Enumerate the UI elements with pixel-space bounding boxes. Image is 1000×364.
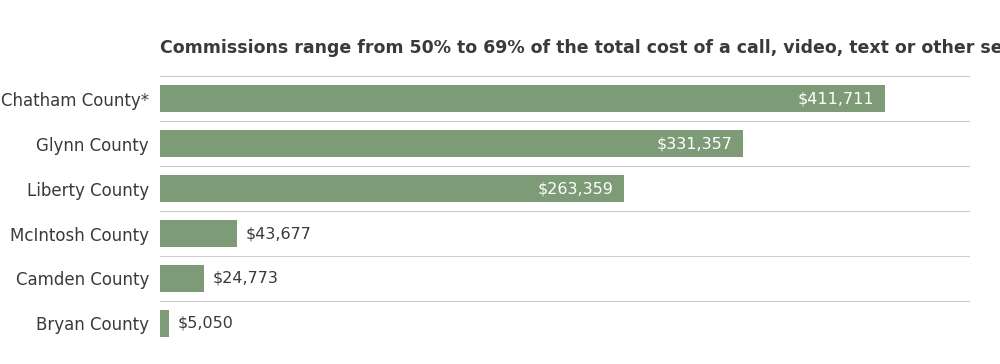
Bar	[160, 310, 169, 337]
Text: $331,357: $331,357	[657, 136, 733, 151]
Text: $5,050: $5,050	[178, 316, 234, 331]
Text: $24,773: $24,773	[212, 271, 278, 286]
Text: Commissions range from 50% to 69% of the total cost of a call, video, text or ot: Commissions range from 50% to 69% of the…	[160, 39, 1000, 58]
Text: $43,677: $43,677	[246, 226, 312, 241]
Bar	[160, 86, 885, 112]
Bar	[160, 130, 743, 157]
Bar	[160, 175, 624, 202]
Bar	[160, 265, 204, 292]
Bar	[160, 220, 237, 247]
Text: $263,359: $263,359	[537, 181, 613, 196]
Text: $411,711: $411,711	[798, 91, 874, 106]
